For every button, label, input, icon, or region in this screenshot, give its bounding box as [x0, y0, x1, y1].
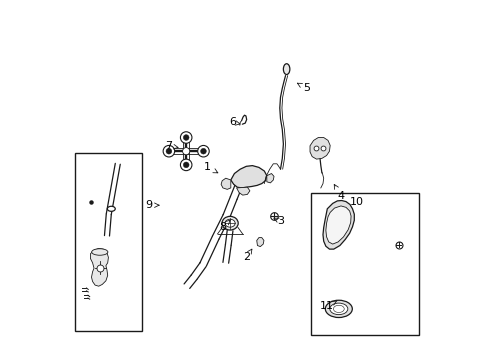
Text: 4: 4 [334, 184, 344, 201]
Ellipse shape [283, 64, 289, 75]
Polygon shape [256, 238, 264, 247]
Circle shape [166, 148, 171, 154]
Text: 3: 3 [273, 216, 284, 226]
Polygon shape [322, 201, 354, 249]
Polygon shape [266, 174, 273, 183]
Circle shape [197, 145, 209, 157]
Text: 9: 9 [145, 200, 159, 210]
Polygon shape [221, 178, 230, 189]
Ellipse shape [329, 303, 347, 315]
Bar [310, 193, 418, 335]
Bar [75, 153, 142, 331]
Text: 6: 6 [229, 117, 240, 127]
Polygon shape [236, 187, 249, 195]
Polygon shape [325, 206, 350, 244]
Circle shape [200, 148, 206, 154]
Text: 2: 2 [242, 249, 251, 262]
Ellipse shape [224, 219, 235, 227]
Text: 8: 8 [219, 220, 230, 232]
Ellipse shape [325, 300, 351, 318]
Polygon shape [309, 138, 329, 159]
Ellipse shape [222, 216, 238, 230]
Ellipse shape [107, 206, 115, 211]
Text: 7: 7 [164, 141, 178, 151]
Circle shape [183, 162, 189, 168]
Circle shape [182, 148, 189, 155]
Circle shape [180, 159, 192, 171]
Ellipse shape [333, 305, 344, 312]
Circle shape [163, 145, 174, 157]
Polygon shape [90, 248, 108, 286]
Circle shape [183, 135, 189, 140]
Circle shape [180, 132, 192, 143]
Text: 11: 11 [320, 301, 336, 311]
Text: 5: 5 [297, 83, 309, 93]
Ellipse shape [91, 249, 108, 255]
Polygon shape [230, 166, 266, 188]
Text: 1: 1 [204, 162, 217, 173]
Text: 10: 10 [349, 197, 363, 207]
